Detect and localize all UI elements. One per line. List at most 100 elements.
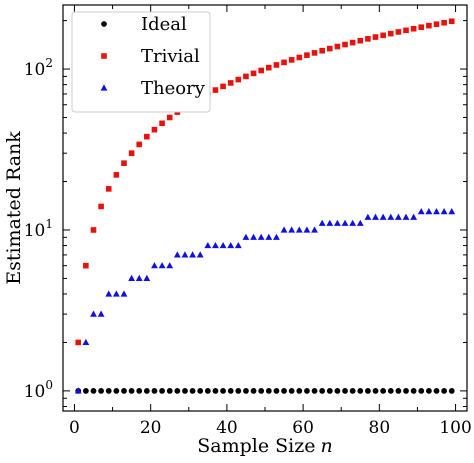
trivial-point	[98, 203, 104, 210]
x-tick-label: 80	[369, 418, 391, 438]
trivial-point	[212, 87, 219, 93]
ideal-point	[273, 387, 280, 394]
y-tick-label: 100	[24, 378, 53, 402]
theory-point	[227, 241, 235, 249]
x-tick-label: 100	[439, 418, 471, 438]
ideal-point	[204, 387, 211, 394]
legend-label-theory: Theory	[141, 78, 206, 99]
ideal-point	[342, 387, 348, 394]
theory-point	[204, 241, 212, 249]
theory-point	[410, 213, 418, 220]
ideal-point	[143, 387, 150, 394]
ideal-point	[227, 387, 234, 394]
theory-point	[417, 208, 425, 215]
theory-point	[273, 233, 280, 240]
theory-point	[433, 208, 440, 215]
theory-point	[394, 213, 402, 220]
trivial-point	[166, 114, 173, 121]
theory-point	[334, 219, 341, 226]
ideal-point	[418, 387, 425, 394]
legend: Ideal Trivial Theory	[71, 11, 211, 113]
theory-point	[250, 233, 257, 240]
ideal-point	[387, 387, 394, 394]
legend-marker-trivial	[101, 53, 107, 59]
trivial-point	[258, 67, 264, 74]
ideal-point	[349, 387, 356, 394]
theory-point	[303, 226, 311, 233]
theory-point	[257, 233, 265, 240]
theory-point	[151, 262, 158, 269]
ideal-point	[151, 387, 158, 394]
trivial-point	[380, 32, 386, 39]
trivial-point	[441, 19, 447, 26]
trivial-point	[83, 262, 89, 269]
axis-ticks: 0 20 40 60 80 100 100 101 102	[24, 5, 472, 438]
ideal-point	[334, 387, 341, 394]
trivial-point	[403, 27, 409, 34]
theory-point	[280, 226, 288, 233]
trivial-point	[448, 18, 455, 25]
theory-point	[318, 219, 326, 226]
theory-point	[112, 290, 120, 297]
ideal-point	[296, 387, 303, 394]
theory-point	[128, 274, 136, 282]
theory-point	[242, 233, 250, 240]
x-axis-label-text: Sample Size	[197, 435, 315, 457]
theory-point	[158, 262, 166, 269]
ideal-point	[113, 387, 120, 394]
trivial-point	[395, 29, 402, 35]
legend-entry-ideal: Ideal	[101, 14, 187, 35]
trivial-point	[342, 41, 348, 48]
x-axis-label-variable: n	[320, 435, 332, 457]
trivial-point	[372, 34, 379, 40]
trivial-point	[410, 25, 417, 32]
x-tick-label: 0	[69, 418, 80, 438]
trivial-point	[243, 73, 249, 80]
theory-point	[74, 387, 82, 394]
theory-point	[105, 290, 113, 297]
trivial-point	[235, 76, 242, 83]
legend-label-trivial: Trivial	[141, 46, 200, 67]
y-tick-label: 101	[24, 217, 53, 241]
ideal-point	[197, 387, 204, 394]
chart-marks	[74, 18, 456, 394]
trivial-point	[128, 150, 135, 156]
legend-marker-theory	[100, 84, 108, 91]
theory-point	[265, 233, 273, 240]
trivial-point	[227, 80, 234, 86]
ideal-point	[82, 387, 89, 394]
trivial-point	[144, 133, 150, 140]
ideal-point	[159, 387, 165, 394]
ideal-point	[235, 387, 242, 394]
ideal-point	[136, 387, 143, 394]
ideal-point	[288, 387, 295, 394]
ideal-point	[425, 387, 432, 394]
theory-point	[364, 213, 372, 220]
theory-point	[90, 310, 97, 317]
ideal-point	[372, 387, 379, 394]
theory-point	[356, 219, 364, 226]
ideal-point	[258, 387, 265, 394]
trivial-point	[159, 120, 165, 127]
theory-point	[196, 251, 204, 258]
ideal-point	[410, 387, 417, 394]
x-tick-label: 60	[292, 418, 314, 438]
y-axis-label: Estimated Rank	[3, 131, 25, 285]
theory-point	[166, 262, 174, 269]
theory-point	[440, 208, 448, 215]
trivial-point	[90, 227, 97, 233]
theory-point	[425, 208, 433, 215]
series-theory	[74, 208, 456, 394]
theory-point	[120, 290, 128, 297]
trivial-point	[296, 54, 303, 61]
theory-point	[189, 251, 196, 258]
ideal-point	[121, 387, 127, 394]
ideal-point	[212, 387, 219, 394]
theory-point	[143, 274, 151, 282]
ideal-point	[433, 387, 440, 394]
trivial-point	[105, 186, 112, 192]
ideal-point	[243, 387, 249, 394]
theory-point	[448, 208, 456, 215]
theory-point	[288, 226, 296, 233]
